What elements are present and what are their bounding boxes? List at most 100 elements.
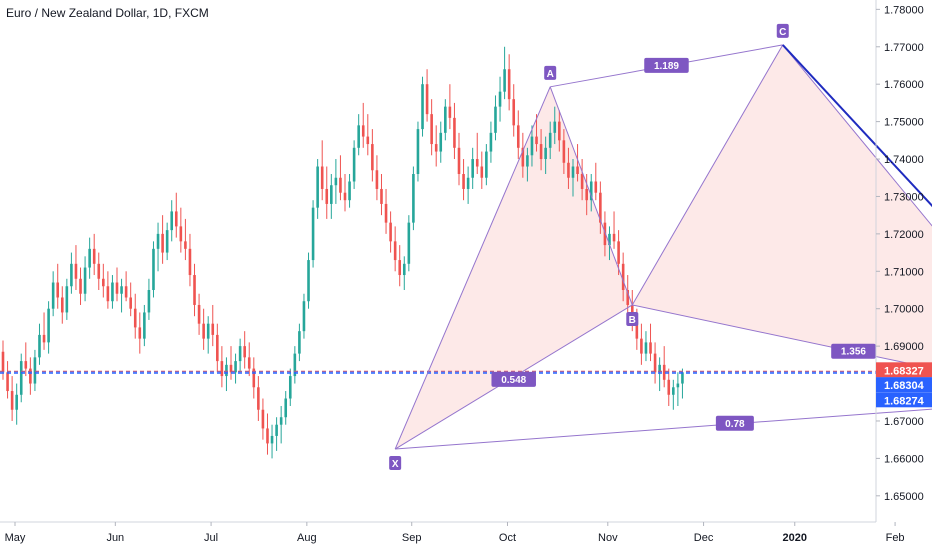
ratio-label: 1.189 (654, 61, 679, 72)
candle-body (143, 312, 146, 339)
candle-body (576, 166, 579, 174)
pattern-leg (782, 44, 932, 227)
candle-body (653, 353, 657, 373)
candle-body (47, 308, 50, 343)
candle-body (471, 159, 474, 178)
candle-body (165, 230, 169, 253)
candle-body (366, 136, 370, 145)
candle-body (339, 177, 342, 193)
y-tick-label: 1.78000 (884, 4, 924, 16)
candle-body (380, 188, 383, 204)
x-axis[interactable]: May Jun Jul Aug Sep Oct Nov Dec 2020 Feb (0, 521, 905, 544)
candle-body (361, 125, 365, 137)
pattern-point-badge (544, 65, 557, 80)
candle-body (603, 222, 607, 246)
candle-body (106, 286, 110, 302)
x-tick-label: Aug (297, 532, 317, 544)
x-tick-label: Jul (204, 532, 218, 544)
candle-body (535, 136, 538, 145)
candle-body (544, 147, 547, 160)
candle-body (229, 364, 233, 373)
candle-body (316, 166, 319, 208)
x-tick-label: Jun (106, 532, 124, 544)
candle-body (348, 181, 351, 201)
candle-body (111, 282, 114, 302)
candle-body (548, 132, 552, 148)
candle-body (243, 346, 246, 358)
price-badge (876, 392, 932, 408)
candle-body (393, 241, 397, 261)
candle-body (174, 211, 178, 227)
y-axis[interactable]: 1.78000 1.77000 1.76000 1.75000 1.74000 1.730… (875, 0, 932, 522)
candle-body (553, 121, 557, 133)
candle-body (384, 203, 388, 223)
candle-body (147, 290, 151, 313)
candle-body (279, 417, 283, 425)
candle-body (457, 147, 461, 174)
y-tick-label: 1.71000 (884, 266, 924, 278)
candle-body (179, 226, 183, 242)
candle-body (521, 147, 525, 167)
candle-body (412, 174, 415, 223)
candle-body (357, 125, 360, 148)
candle-body (288, 376, 292, 399)
candle-body (612, 233, 616, 242)
candle-body (270, 435, 274, 444)
candle-body (485, 151, 488, 178)
ratio-badge (715, 415, 754, 431)
candle-body (407, 222, 411, 264)
pattern-leg (549, 86, 633, 306)
candle-body (416, 129, 420, 174)
pattern-leg (394, 86, 551, 450)
candle-body (284, 398, 288, 418)
candle-body (676, 383, 680, 388)
candle-body (202, 323, 205, 339)
x-tick-label: Nov (598, 532, 618, 544)
candle-body (480, 166, 484, 178)
candle-body (211, 323, 215, 335)
candle-body (681, 372, 684, 384)
candle-body (261, 409, 265, 429)
candle-body (302, 301, 306, 332)
candle-body (238, 346, 242, 362)
x-tick-label: 2020 (783, 532, 807, 544)
candle-body (206, 323, 210, 339)
candle-body (65, 286, 69, 313)
candle-body (129, 297, 132, 309)
y-tick-label: 1.75000 (884, 117, 924, 129)
x-tick-label: Dec (694, 532, 714, 544)
candle-body (334, 177, 338, 186)
candle-body (672, 387, 675, 395)
candle-body (257, 387, 260, 410)
price-badge (876, 377, 932, 393)
candle-body (29, 368, 32, 384)
candle-body (389, 222, 392, 242)
candle-body (307, 260, 310, 302)
candle-body (193, 275, 196, 305)
candle-body (74, 263, 78, 279)
x-tick-label: Sep (402, 532, 422, 544)
candle-body (133, 308, 137, 328)
candle-body (494, 106, 497, 133)
ratio-badge (491, 371, 536, 387)
candle-body (10, 391, 14, 410)
candle-body (617, 241, 620, 264)
pattern-point-label: C (779, 27, 786, 38)
pattern-point-label: X (392, 459, 399, 470)
candle-body (115, 282, 119, 294)
candle-body (311, 207, 315, 261)
x-tick-label: May (5, 532, 26, 544)
candle-body (15, 394, 18, 410)
candle-body (466, 177, 470, 189)
candle-body (343, 192, 347, 201)
candle-body (444, 106, 447, 133)
candle-body (516, 125, 520, 148)
candle-body (421, 84, 424, 130)
candle-body (649, 342, 652, 354)
candle-body (220, 361, 224, 377)
chart-title: Euro / New Zealand Dollar, 1D, FXCM (6, 6, 209, 20)
candle-body (33, 357, 37, 384)
candle-body (448, 106, 452, 118)
candle-body (662, 364, 666, 380)
